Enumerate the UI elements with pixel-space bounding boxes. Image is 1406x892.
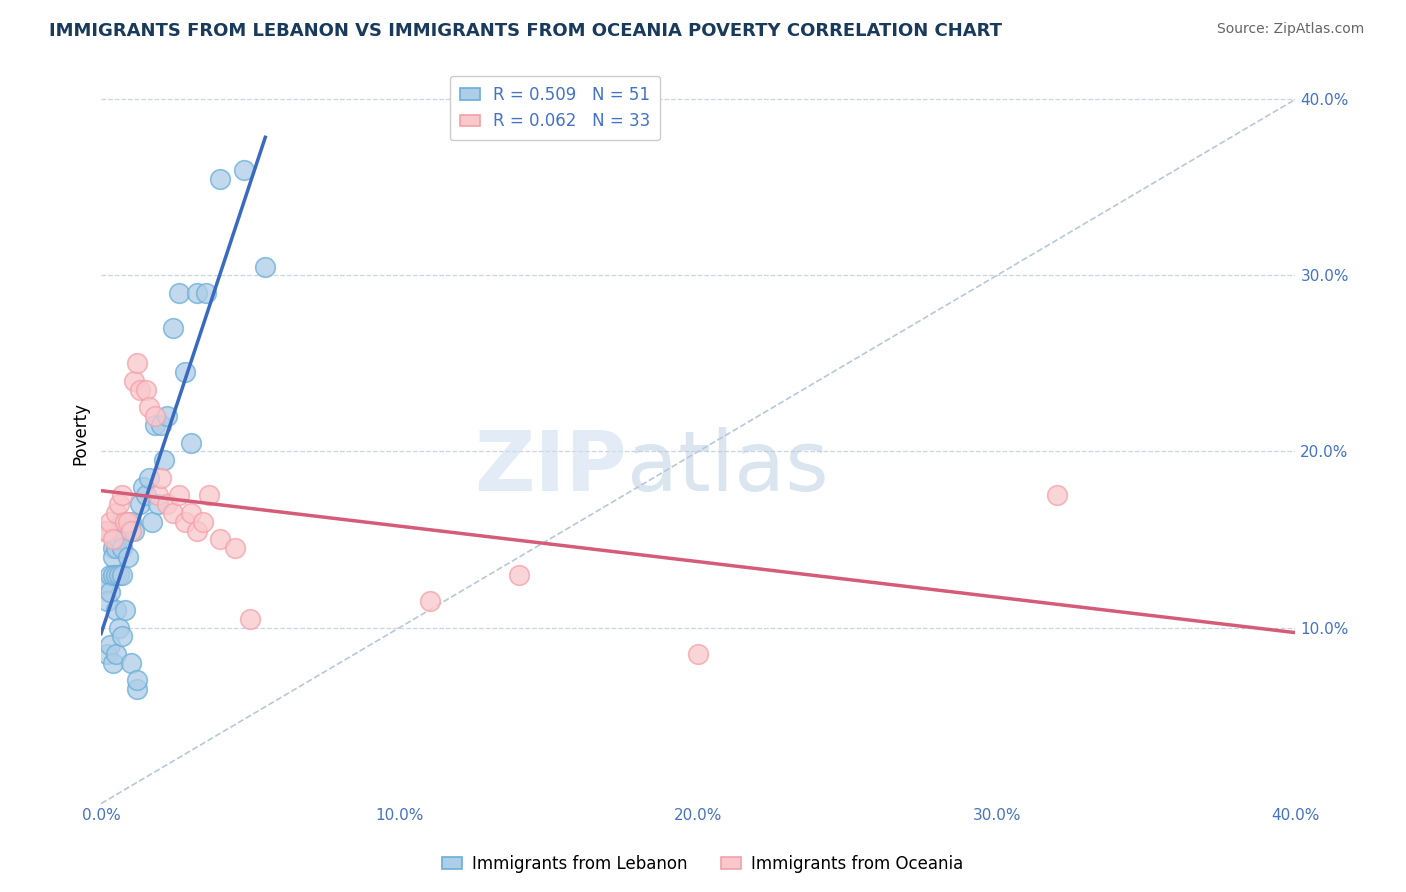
Point — [104, 647, 127, 661]
Point — [186, 524, 208, 538]
Point — [138, 401, 160, 415]
Point — [120, 656, 142, 670]
Point — [135, 488, 157, 502]
Point — [111, 488, 134, 502]
Legend: Immigrants from Lebanon, Immigrants from Oceania: Immigrants from Lebanon, Immigrants from… — [436, 848, 970, 880]
Point — [143, 409, 166, 424]
Point — [180, 506, 202, 520]
Point — [233, 162, 256, 177]
Point — [108, 567, 131, 582]
Point — [173, 365, 195, 379]
Point — [418, 594, 440, 608]
Point — [120, 524, 142, 538]
Text: Source: ZipAtlas.com: Source: ZipAtlas.com — [1216, 22, 1364, 37]
Point — [508, 567, 530, 582]
Text: ZIP: ZIP — [474, 426, 627, 508]
Point — [135, 383, 157, 397]
Point — [146, 497, 169, 511]
Point — [93, 576, 115, 591]
Point — [143, 417, 166, 432]
Point — [108, 621, 131, 635]
Point — [93, 524, 115, 538]
Point — [104, 506, 127, 520]
Point — [108, 524, 131, 538]
Point — [98, 515, 121, 529]
Point — [122, 374, 145, 388]
Point — [111, 629, 134, 643]
Point — [98, 585, 121, 599]
Point — [162, 321, 184, 335]
Point — [186, 285, 208, 300]
Point — [149, 417, 172, 432]
Point — [125, 682, 148, 697]
Point — [162, 506, 184, 520]
Point — [120, 515, 142, 529]
Point — [111, 541, 134, 556]
Point — [96, 524, 118, 538]
Point — [209, 533, 232, 547]
Point — [197, 488, 219, 502]
Point — [114, 603, 136, 617]
Point — [111, 567, 134, 582]
Point — [98, 567, 121, 582]
Point — [104, 533, 127, 547]
Point — [117, 550, 139, 565]
Point — [156, 409, 179, 424]
Point — [191, 515, 214, 529]
Point — [122, 524, 145, 538]
Point — [101, 533, 124, 547]
Point — [104, 603, 127, 617]
Point — [117, 515, 139, 529]
Point — [132, 480, 155, 494]
Point — [167, 285, 190, 300]
Point — [149, 471, 172, 485]
Point — [104, 524, 127, 538]
Point — [180, 435, 202, 450]
Point — [101, 656, 124, 670]
Y-axis label: Poverty: Poverty — [72, 402, 89, 466]
Point — [108, 533, 131, 547]
Point — [104, 541, 127, 556]
Point — [254, 260, 277, 274]
Point — [194, 285, 217, 300]
Point — [101, 567, 124, 582]
Point — [96, 647, 118, 661]
Point — [125, 673, 148, 688]
Point — [111, 515, 134, 529]
Point — [1045, 488, 1067, 502]
Point — [128, 383, 150, 397]
Point — [108, 497, 131, 511]
Text: IMMIGRANTS FROM LEBANON VS IMMIGRANTS FROM OCEANIA POVERTY CORRELATION CHART: IMMIGRANTS FROM LEBANON VS IMMIGRANTS FR… — [49, 22, 1002, 40]
Point — [96, 594, 118, 608]
Point — [141, 515, 163, 529]
Point — [101, 550, 124, 565]
Point — [114, 515, 136, 529]
Point — [125, 356, 148, 370]
Point — [239, 612, 262, 626]
Point — [128, 497, 150, 511]
Point — [104, 567, 127, 582]
Point — [224, 541, 246, 556]
Point — [138, 471, 160, 485]
Point — [114, 515, 136, 529]
Point — [152, 453, 174, 467]
Point — [209, 171, 232, 186]
Legend: R = 0.509   N = 51, R = 0.062   N = 33: R = 0.509 N = 51, R = 0.062 N = 33 — [450, 76, 661, 140]
Point — [146, 488, 169, 502]
Point — [101, 541, 124, 556]
Text: atlas: atlas — [627, 426, 828, 508]
Point — [98, 638, 121, 652]
Point — [173, 515, 195, 529]
Point — [688, 647, 710, 661]
Point — [156, 497, 179, 511]
Point — [167, 488, 190, 502]
